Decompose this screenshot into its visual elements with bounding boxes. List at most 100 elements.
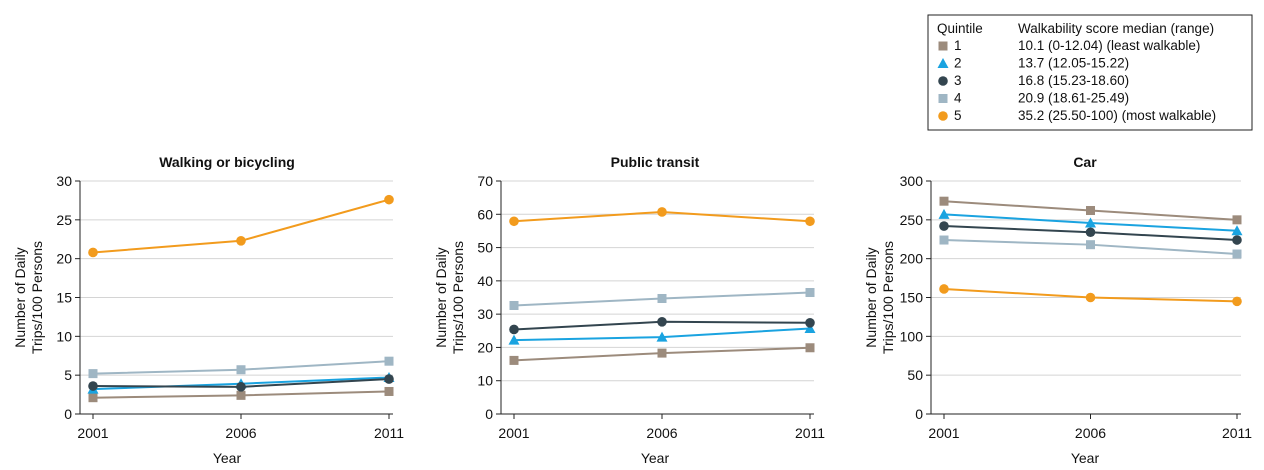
x-tick-label: 2001 [77,425,108,441]
panel-1: Walking or bicycling 0 5 10 15 20 25 30 2001 2006… [12,154,404,466]
series-quintile-5 [88,194,394,258]
series-quintile-1 [509,343,815,365]
data-point [88,381,98,391]
panel-2: Public transit 0 10 20 30 40 50 60 70 2001 2006 201… [433,154,825,466]
y-axis-label: Number of DailyTrips/100 Persons [863,241,896,354]
series-quintile-4 [939,235,1242,259]
legend-quintile-1: 1 [954,38,962,53]
y-tick-label: 5 [64,367,72,383]
y-tick-label: 15 [56,290,72,306]
legend-quintile-4: 4 [954,91,962,106]
y-tick-label: 250 [900,212,924,228]
x-axis-label: Year [641,450,670,466]
data-point [657,316,667,327]
legend-marker-1 [938,41,948,51]
legend-marker-2 [937,58,949,68]
y-axis-label: Number of DailyTrips/100 Persons [12,241,45,354]
series-quintile-5 [509,207,815,227]
legend-label-2: 13.7 (12.05-15.22) [1018,56,1129,71]
legend-frame [927,14,1253,131]
y-tick-label: 200 [900,251,924,267]
series-quintile-2 [938,208,1243,236]
data-point [1232,215,1242,225]
series-quintile-1 [939,196,1242,225]
y-tick-label: 0 [485,406,493,422]
y-tick-label: 60 [477,206,493,222]
data-point [805,343,815,353]
y-tick-label: 0 [915,406,923,422]
y-tick-label: 300 [900,173,924,189]
x-tick-label: 2011 [1222,425,1252,441]
series-quintile-1 [88,386,394,403]
y-tick-label: 10 [56,328,72,344]
x-tick-label: 2011 [374,425,404,441]
legend-label-3: 16.8 (15.23-18.60) [1018,73,1129,88]
data-point [657,348,667,358]
data-point [939,221,949,231]
legend: Quintile Walkability score median (range… [927,14,1253,131]
series-quintile-3 [939,221,1242,245]
x-tick-label: 2011 [795,425,825,441]
data-point [384,356,394,366]
legend-label-4: 20.9 (18.61-25.49) [1018,91,1129,106]
series-quintile-3 [88,374,394,392]
data-point [236,390,246,400]
data-point [939,284,949,294]
y-tick-label: 150 [900,290,924,306]
legend-marker-3 [938,76,948,86]
data-point [384,386,394,396]
series-quintile-4 [509,288,815,310]
data-point [1086,206,1095,216]
data-point [657,207,667,217]
y-tick-label: 10 [477,373,493,389]
data-point [236,236,246,246]
legend-marker-4 [938,94,948,103]
data-point [1232,249,1242,259]
data-point [1232,235,1242,245]
data-point [508,334,520,345]
data-point [805,288,815,298]
data-point [236,365,246,375]
legend-quintile-3: 3 [954,73,962,88]
series-quintile-3 [509,316,815,335]
data-point [509,216,519,227]
data-point [805,317,815,328]
data-point [804,322,816,333]
y-tick-label: 30 [477,306,493,322]
panel-3: Car 0 50 100 150 200 250 300 2001 2006 2011 Year Num… [863,154,1252,466]
legend-header-quintile: Quintile [937,21,983,36]
x-tick-label: 2006 [1075,425,1106,441]
x-axis-label: Year [213,450,242,466]
series-quintile-4 [88,356,394,379]
x-tick-label: 2001 [928,425,959,441]
panel-title: Car [1073,154,1097,170]
series-quintile-2 [508,322,816,345]
y-tick-label: 20 [477,339,493,355]
data-point [236,382,246,392]
y-axis-label: Number of DailyTrips/100 Persons [433,241,466,354]
x-tick-label: 2006 [646,425,677,441]
legend-label-1: 10.1 (0-12.04) (least walkable) [1018,38,1200,53]
x-tick-label: 2006 [225,425,256,441]
data-point [509,300,519,310]
data-point [938,208,950,219]
data-point [1085,292,1096,303]
legend-label-5: 35.2 (25.50-100) (most walkable) [1018,108,1216,123]
legend-quintile-2: 2 [954,56,962,71]
data-point [88,369,98,379]
series-quintile-5 [939,284,1242,307]
data-point [88,393,98,403]
data-point [1232,296,1242,307]
data-point [509,355,519,365]
data-point [805,216,815,227]
data-point [1085,227,1096,238]
data-point [657,293,667,303]
data-point [1231,225,1243,236]
y-tick-label: 100 [900,328,924,344]
data-point [88,247,98,258]
y-tick-label: 20 [56,251,72,267]
data-point [1085,217,1096,228]
y-tick-label: 25 [56,212,72,228]
data-point [384,374,394,384]
x-axis-label: Year [1071,450,1100,466]
